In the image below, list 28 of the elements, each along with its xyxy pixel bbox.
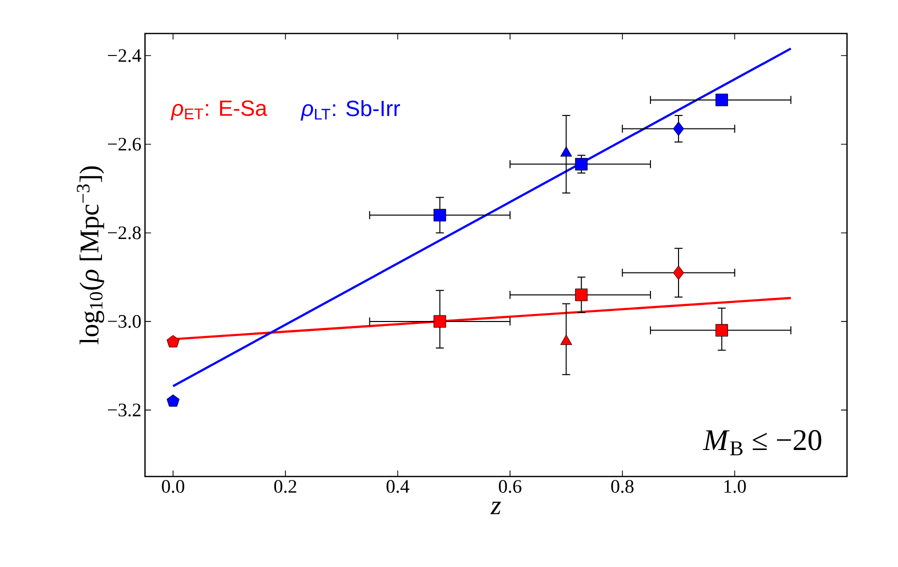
- annotation: M$_{B}$ ≤ −20: [702, 430, 822, 456]
- x-tick-label: 0.6: [498, 480, 522, 493]
- y-tick-label: −2.6: [108, 138, 141, 151]
- x-tick-label: 0.0: [162, 480, 184, 493]
- point: [716, 94, 728, 106]
- x-tick-label: 0.2: [274, 480, 296, 493]
- point: [434, 315, 446, 328]
- point: [166, 394, 180, 407]
- point: [560, 146, 572, 157]
- y-tick-label: −3.2: [108, 404, 140, 416]
- y-tick-label: −2.8: [108, 226, 141, 240]
- point: [560, 334, 572, 345]
- x-tick-label: 0.8: [611, 480, 634, 493]
- text: ρ$_{LT}$: Sb-Irr: [300, 100, 400, 121]
- point: [673, 121, 684, 136]
- y-axis-title: log$_{10}$(ρ [Mpc$^{−3}$]): [76, 166, 104, 344]
- point: [673, 265, 684, 280]
- y-tick-label: −3.0: [108, 314, 141, 328]
- point: [434, 208, 446, 222]
- x-axis-title: z: [490, 502, 501, 514]
- y-tick-label: −2.4: [108, 49, 142, 62]
- point: [575, 158, 588, 170]
- x-tick-label: 0.4: [386, 480, 410, 493]
- point: [716, 324, 728, 337]
- x-tick-label: 1.0: [724, 480, 746, 493]
- point: [575, 288, 588, 302]
- text: ρ$_{ET}$: E-Sa: [170, 100, 268, 120]
- point: [166, 335, 180, 348]
